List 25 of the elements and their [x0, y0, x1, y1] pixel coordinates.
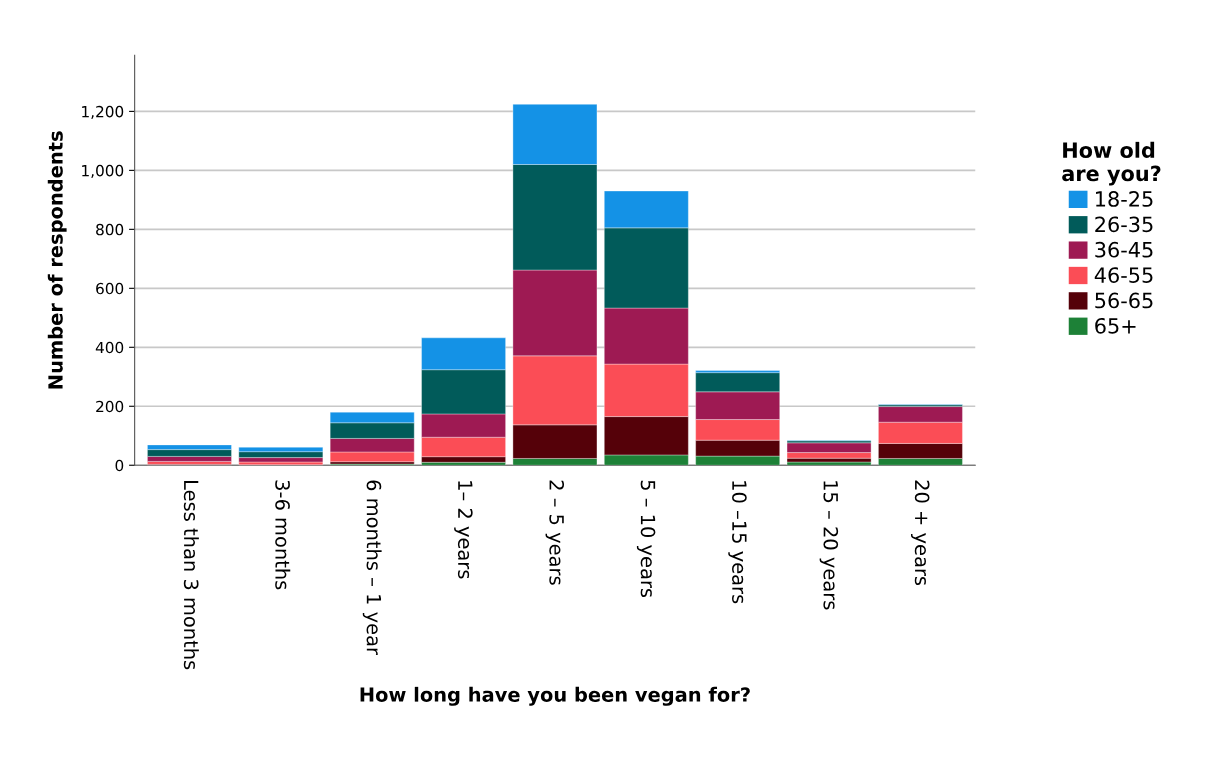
x-tick-label: 5 – 10 years [636, 480, 656, 598]
y-tick-label: 600 [96, 282, 124, 295]
y-tick-label: 1,200 [82, 105, 124, 119]
x-tick-label: 6 months – 1 year [362, 480, 382, 655]
y-tick-label: 800 [96, 223, 124, 236]
legend-label: 46-55 [1094, 267, 1153, 283]
legend-label: 26-35 [1095, 216, 1153, 233]
x-axis-title: How long have you been vegan for? [360, 686, 750, 706]
x-tick-label: 1– 2 years [454, 481, 473, 579]
legend-label: 56-65 [1095, 292, 1153, 309]
y-tick-label: 400 [95, 341, 124, 354]
x-tick-label: 3-6 months [275, 480, 291, 590]
legend-label: 36-45 [1095, 241, 1153, 258]
legend-label: 65+ [1095, 317, 1136, 334]
y-axis-title: Number of respondents [47, 131, 67, 389]
y-tick-label: 200 [96, 400, 124, 413]
x-tick-label: Less than 3 months [183, 481, 199, 670]
legend-title: How old are you? [1062, 141, 1161, 186]
y-tick-label: 1,000 [82, 164, 124, 178]
x-tick-label: 10 –15 years [728, 481, 747, 604]
x-tick-label: 15 – 20 years [819, 481, 839, 610]
y-tick-label: 0 [115, 459, 124, 472]
x-tick-label: 20 + years [911, 480, 930, 586]
legend-label: 18-25 [1096, 191, 1153, 207]
x-tick-label: 2 – 5 years [545, 480, 565, 585]
